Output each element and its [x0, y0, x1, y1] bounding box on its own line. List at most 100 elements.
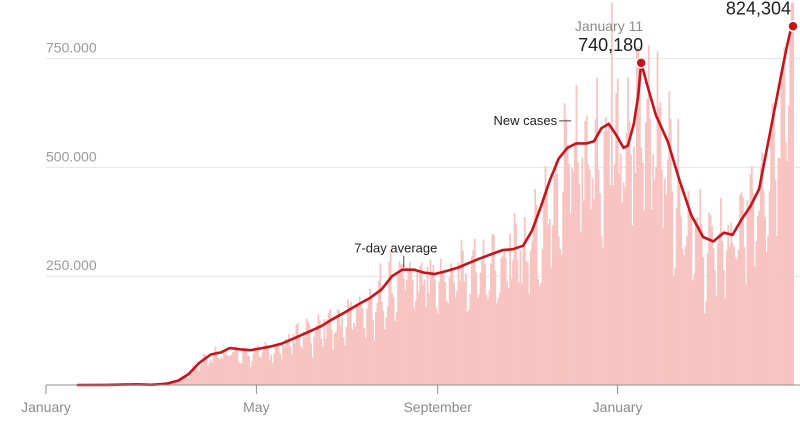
daily-bar — [380, 301, 383, 385]
daily-bar — [291, 355, 293, 385]
daily-bar — [717, 243, 719, 385]
daily-bar — [746, 199, 749, 385]
daily-bar — [329, 309, 332, 385]
daily-bar — [531, 240, 534, 385]
daily-bar — [305, 318, 308, 385]
daily-bar — [407, 268, 410, 385]
daily-bar — [431, 271, 433, 385]
daily-bar — [646, 99, 649, 386]
daily-bar — [582, 200, 585, 385]
daily-bar — [569, 214, 572, 385]
daily-bar — [307, 322, 310, 385]
daily-bar — [787, 105, 790, 385]
daily-bar — [566, 144, 569, 385]
daily-bar — [423, 279, 426, 385]
daily-bar — [537, 279, 539, 385]
daily-bar — [257, 345, 259, 385]
daily-bar — [737, 249, 740, 385]
daily-bar — [765, 251, 768, 385]
daily-bar — [484, 264, 486, 385]
daily-bar — [487, 299, 489, 385]
daily-bar — [261, 351, 264, 385]
daily-bar — [780, 82, 783, 385]
daily-bar — [509, 233, 511, 385]
daily-bar — [519, 249, 522, 385]
daily-bar — [248, 355, 251, 385]
daily-bar — [556, 173, 559, 385]
daily-bar — [260, 357, 262, 385]
daily-bar — [205, 357, 208, 385]
daily-bar — [299, 345, 302, 385]
daily-bar — [263, 348, 265, 385]
daily-bar — [669, 118, 672, 386]
daily-bar — [345, 326, 348, 385]
daily-bar — [603, 131, 606, 385]
daily-bar — [653, 179, 656, 385]
daily-bar — [220, 356, 223, 385]
daily-bar — [180, 379, 183, 385]
daily-bar — [575, 84, 578, 386]
daily-bar — [631, 224, 634, 385]
daily-bar — [752, 193, 755, 385]
daily-bar — [354, 326, 357, 385]
daily-bar — [745, 284, 747, 385]
daily-bar — [265, 344, 268, 385]
daily-bar — [206, 366, 209, 385]
daily-bar — [728, 246, 731, 385]
daily-bar — [379, 263, 382, 385]
daily-bar — [481, 260, 483, 385]
daily-bar — [397, 274, 399, 385]
daily-bar — [323, 319, 326, 385]
daily-bar — [764, 216, 767, 385]
daily-bar — [712, 247, 715, 385]
daily-bar — [649, 118, 652, 385]
daily-bar — [339, 325, 342, 385]
daily-bar — [534, 188, 537, 385]
daily-bar — [739, 194, 741, 385]
daily-bar — [736, 259, 739, 385]
daily-bar — [335, 331, 338, 385]
daily-bar — [351, 329, 354, 385]
seven-day-average-line — [76, 24, 795, 387]
daily-bar — [479, 272, 482, 385]
daily-bar — [178, 379, 181, 385]
daily-bar — [460, 239, 463, 385]
daily-bar — [557, 236, 560, 385]
daily-bar — [599, 192, 601, 385]
daily-bar — [616, 78, 619, 385]
daily-bar — [426, 266, 429, 385]
daily-bar — [388, 261, 391, 385]
daily-bar — [273, 353, 276, 385]
daily-bar — [547, 224, 550, 385]
daily-bar — [419, 266, 422, 385]
daily-bar — [507, 288, 510, 385]
daily-bar — [790, 2, 793, 386]
daily-bar — [718, 232, 721, 385]
daily-bar — [212, 354, 215, 385]
daily-bar — [633, 146, 635, 385]
daily-bar — [301, 348, 304, 385]
daily-bar — [439, 259, 442, 385]
daily-bar — [680, 216, 682, 385]
daily-bar — [724, 298, 727, 385]
daily-bar — [438, 281, 441, 385]
daily-bar — [342, 337, 345, 385]
daily-bar — [610, 2, 613, 386]
daily-bar — [336, 309, 339, 385]
daily-bar — [320, 338, 323, 385]
daily-bar — [436, 312, 439, 385]
daily-bar — [251, 361, 253, 385]
daily-bar — [664, 178, 666, 385]
daily-bar — [696, 217, 699, 385]
daily-bar — [703, 313, 706, 385]
daily-bar — [422, 284, 425, 385]
daily-bar — [364, 337, 367, 385]
daily-bar — [270, 354, 273, 385]
daily-bar — [702, 257, 705, 385]
daily-bar — [383, 329, 386, 385]
daily-bar — [408, 262, 411, 385]
daily-bar — [469, 294, 472, 385]
daily-bar — [199, 366, 202, 385]
daily-bar — [504, 257, 507, 385]
daily-bar — [333, 333, 336, 385]
